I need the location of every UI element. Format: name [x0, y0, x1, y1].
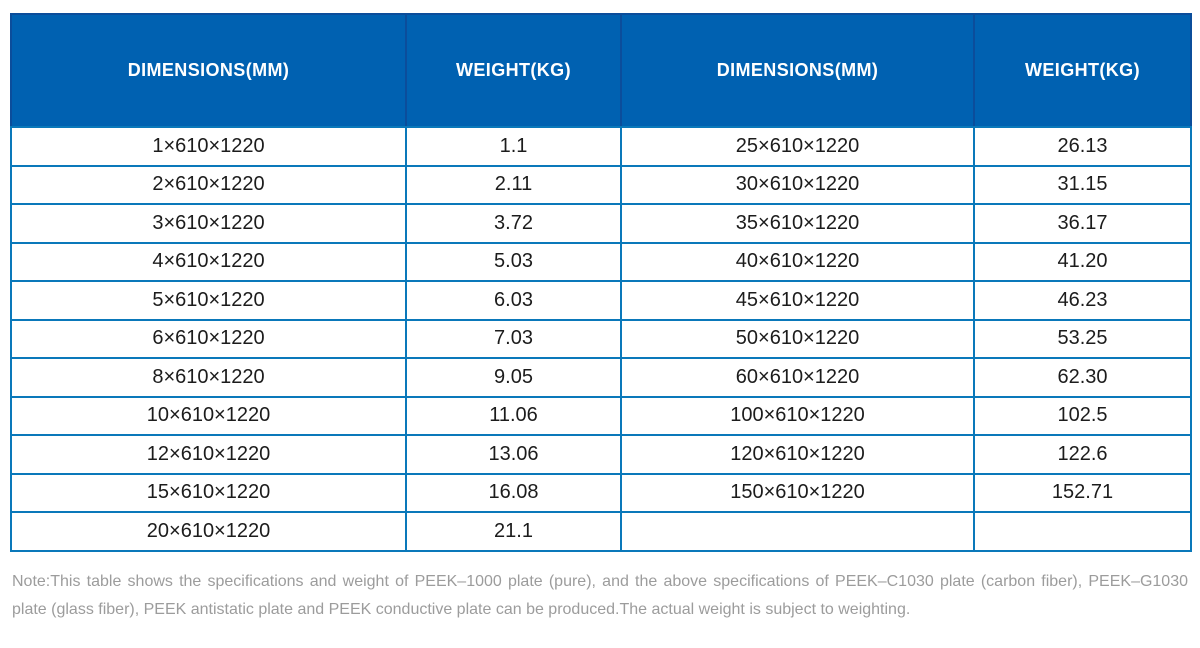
- cell-dimensions-left: 1×610×1220: [10, 126, 407, 167]
- cell-weight-right: [973, 511, 1192, 552]
- cell-weight-right: 36.17: [973, 203, 1192, 244]
- cell-weight-left: 11.06: [405, 395, 622, 436]
- cell-dimensions-right: 35×610×1220: [620, 203, 975, 244]
- table-body: 1×610×1220 1.1 25×610×1220 26.13 2×610×1…: [10, 126, 1192, 552]
- cell-dimensions-right: 25×610×1220: [620, 126, 975, 167]
- cell-weight-right: 102.5: [973, 395, 1192, 436]
- spec-table: DIMENSIONS(MM) WEIGHT(KG) DIMENSIONS(MM)…: [10, 13, 1192, 552]
- cell-dimensions-right: 45×610×1220: [620, 280, 975, 321]
- cell-weight-right: 53.25: [973, 318, 1192, 359]
- cell-weight-left: 5.03: [405, 241, 622, 282]
- cell-dimensions-right: 150×610×1220: [620, 472, 975, 513]
- table-row: 10×610×1220 11.06 100×610×1220 102.5: [10, 395, 1192, 436]
- note-text: Note:This table shows the specifications…: [12, 572, 1188, 618]
- cell-dimensions-left: 15×610×1220: [10, 472, 407, 513]
- cell-weight-left: 21.1: [405, 511, 622, 552]
- table-row: 2×610×1220 2.11 30×610×1220 31.15: [10, 164, 1192, 205]
- cell-weight-left: 6.03: [405, 280, 622, 321]
- cell-dimensions-left: 20×610×1220: [10, 511, 407, 552]
- cell-weight-right: 31.15: [973, 164, 1192, 205]
- cell-weight-right: 152.71: [973, 472, 1192, 513]
- cell-dimensions-left: 8×610×1220: [10, 357, 407, 398]
- page: DIMENSIONS(MM) WEIGHT(KG) DIMENSIONS(MM)…: [10, 13, 1192, 618]
- table-row: 3×610×1220 3.72 35×610×1220 36.17: [10, 203, 1192, 244]
- cell-dimensions-left: 12×610×1220: [10, 434, 407, 475]
- table-row: 20×610×1220 21.1: [10, 511, 1192, 552]
- table-header: DIMENSIONS(MM) WEIGHT(KG) DIMENSIONS(MM)…: [10, 13, 1192, 128]
- cell-dimensions-left: 6×610×1220: [10, 318, 407, 359]
- cell-weight-right: 46.23: [973, 280, 1192, 321]
- cell-weight-right: 62.30: [973, 357, 1192, 398]
- table-row: 4×610×1220 5.03 40×610×1220 41.20: [10, 241, 1192, 282]
- table-row: 8×610×1220 9.05 60×610×1220 62.30: [10, 357, 1192, 398]
- column-header-weight-right: WEIGHT(KG): [973, 13, 1192, 128]
- table-row: 6×610×1220 7.03 50×610×1220 53.25: [10, 318, 1192, 359]
- cell-dimensions-right: 50×610×1220: [620, 318, 975, 359]
- cell-weight-right: 41.20: [973, 241, 1192, 282]
- header-row: DIMENSIONS(MM) WEIGHT(KG) DIMENSIONS(MM)…: [10, 13, 1192, 128]
- cell-dimensions-left: 10×610×1220: [10, 395, 407, 436]
- table-row: 12×610×1220 13.06 120×610×1220 122.6: [10, 434, 1192, 475]
- cell-dimensions-left: 4×610×1220: [10, 241, 407, 282]
- cell-dimensions-right: 60×610×1220: [620, 357, 975, 398]
- column-header-dimensions-right: DIMENSIONS(MM): [620, 13, 975, 128]
- cell-dimensions-right: 100×610×1220: [620, 395, 975, 436]
- table-row: 1×610×1220 1.1 25×610×1220 26.13: [10, 126, 1192, 167]
- cell-weight-left: 2.11: [405, 164, 622, 205]
- cell-dimensions-left: 5×610×1220: [10, 280, 407, 321]
- column-header-weight-left: WEIGHT(KG): [405, 13, 622, 128]
- cell-weight-left: 3.72: [405, 203, 622, 244]
- cell-dimensions-left: 2×610×1220: [10, 164, 407, 205]
- cell-weight-left: 1.1: [405, 126, 622, 167]
- cell-weight-left: 7.03: [405, 318, 622, 359]
- cell-dimensions-right: 40×610×1220: [620, 241, 975, 282]
- cell-dimensions-right: 30×610×1220: [620, 164, 975, 205]
- cell-dimensions-right: 120×610×1220: [620, 434, 975, 475]
- column-header-dimensions-left: DIMENSIONS(MM): [10, 13, 407, 128]
- table-row: 5×610×1220 6.03 45×610×1220 46.23: [10, 280, 1192, 321]
- cell-weight-left: 13.06: [405, 434, 622, 475]
- cell-weight-left: 9.05: [405, 357, 622, 398]
- table-row: 15×610×1220 16.08 150×610×1220 152.71: [10, 472, 1192, 513]
- cell-dimensions-right: [620, 511, 975, 552]
- cell-weight-left: 16.08: [405, 472, 622, 513]
- cell-weight-right: 26.13: [973, 126, 1192, 167]
- cell-weight-right: 122.6: [973, 434, 1192, 475]
- cell-dimensions-left: 3×610×1220: [10, 203, 407, 244]
